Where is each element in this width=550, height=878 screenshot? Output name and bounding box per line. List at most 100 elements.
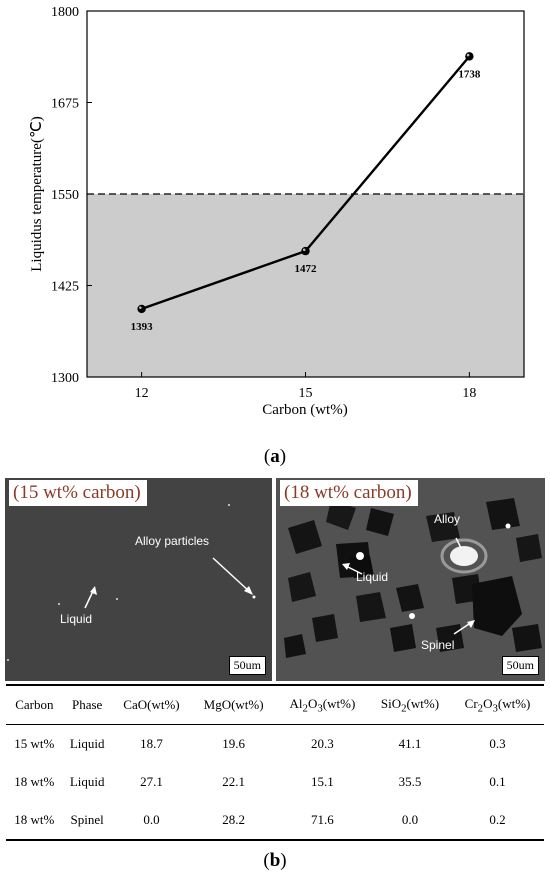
table-cell: 0.2	[489, 812, 506, 827]
label-liquid-left: Liquid	[60, 612, 93, 626]
spinel-crystal	[326, 500, 356, 530]
spinel-crystal	[396, 584, 424, 612]
spinel-crystal	[350, 556, 374, 578]
liquid-arrowhead	[342, 563, 350, 570]
alloy-particle	[116, 598, 118, 600]
table-cell: 0.0	[143, 812, 160, 827]
micrograph-18wt-marks	[284, 498, 542, 658]
header-sio2-base: SiO	[380, 695, 402, 711]
spinel-crystal	[486, 498, 520, 530]
table-cell: 22.1	[222, 774, 245, 789]
header-cao: CaO(wt%)	[123, 697, 180, 712]
table-cell: 18 wt%	[14, 812, 55, 827]
alloy-arrow	[455, 537, 462, 549]
spinel-crystal	[472, 576, 522, 636]
micrograph-15wt: (15 wt% carbon) Alloy particles Liquid 5…	[5, 478, 272, 681]
data-label: 1738	[458, 68, 481, 80]
spinel-crystal	[356, 592, 386, 622]
spinel-crystal	[284, 634, 306, 658]
data-point-highlight	[139, 306, 142, 309]
caption-b-letter: b	[269, 850, 281, 871]
caption-a-letter: a	[270, 446, 280, 467]
y-axis-label: Liquidus temperature(℃)	[29, 116, 45, 272]
header-cr2o3: Cr2O3(wt%)	[464, 695, 531, 715]
table-cell: 71.6	[311, 812, 334, 827]
composition-table: Carbon Phase CaO(wt%) MgO(wt%) Al2O3(wt%…	[6, 684, 544, 841]
x-tick-label: 15	[299, 386, 313, 401]
spinel-crystal	[426, 512, 460, 542]
label-alloy: Alloy	[434, 512, 461, 526]
table-cell: 18.7	[140, 736, 163, 751]
spinel-crystal	[312, 614, 338, 642]
alloy-particle	[356, 552, 364, 560]
data-label: 1393	[131, 321, 154, 333]
table-cell: 27.1	[140, 774, 163, 789]
table-cell: Liquid	[69, 774, 105, 789]
header-mgo: MgO(wt%)	[203, 697, 264, 712]
alloy-arrowhead	[244, 586, 253, 595]
y-tick-label: 1300	[51, 371, 79, 386]
table-header-row: Carbon Phase CaO(wt%) MgO(wt%) Al2O3(wt%…	[6, 685, 544, 725]
alloy-particle	[58, 603, 60, 605]
alloy-particle	[7, 659, 9, 661]
caption-a: (a)	[263, 446, 287, 467]
table-cell: 35.5	[398, 774, 422, 789]
panel-title-18wt: (18 wt% carbon)	[280, 480, 418, 506]
table-cell: 18 wt%	[14, 774, 55, 789]
spinel-crystal	[516, 534, 542, 562]
header-cr2o3-base: Cr	[464, 695, 478, 711]
data-point-highlight	[302, 248, 306, 252]
table-cell: 15.1	[311, 774, 334, 789]
table-row: 18 wt% Spinel 0.0 28.2 71.6 0.0 0.2	[6, 801, 544, 840]
y-tick-label: 1425	[51, 280, 79, 295]
y-tick-label: 1550	[51, 188, 79, 203]
table-row: 18 wt% Liquid 27.1 22.1 15.1 35.5 0.1	[6, 763, 544, 801]
panel-title-15wt: (15 wt% carbon)	[9, 480, 147, 506]
spinel-crystal	[366, 508, 394, 536]
table-cell: 19.6	[222, 736, 245, 751]
table-cell: 0.0	[401, 812, 419, 827]
data-label: 1472	[295, 263, 318, 275]
micrograph-18wt: (18 wt% carbon) Alloy Liquid Spinel 50um	[276, 478, 545, 681]
table-cell: 41.1	[398, 736, 422, 751]
spinel-crystal	[288, 520, 322, 554]
scale-bar-right: 50um	[501, 656, 539, 675]
shaded-region	[87, 194, 524, 377]
data-point	[137, 304, 146, 314]
label-alloy-particles: Alloy particles	[135, 534, 210, 548]
x-tick-label: 12	[135, 386, 149, 401]
table-cell: 28.2	[222, 812, 245, 827]
alloy-arrow	[212, 557, 252, 594]
spinel-crystal	[390, 624, 416, 652]
micrograph-15wt-marks	[7, 504, 256, 661]
alloy-particle	[409, 613, 415, 619]
header-al2o3: Al2O3(wt%)	[289, 695, 356, 715]
y-tick-label: 1675	[51, 97, 79, 112]
header-phase: Phase	[71, 697, 103, 712]
table-cell: 15 wt%	[14, 736, 55, 751]
y-tick-label: 1800	[51, 5, 79, 20]
spinel-crystal	[512, 624, 542, 652]
table-row: 15 wt% Liquid 18.7 19.6 20.3 41.1 0.3	[6, 725, 544, 764]
data-point	[301, 246, 310, 256]
spinel-arrowhead	[467, 620, 475, 628]
table-cell: Spinel	[70, 812, 104, 827]
alloy-halo	[440, 538, 488, 574]
caption-b: (b)	[263, 850, 287, 871]
alloy-particle	[252, 595, 256, 599]
header-sio2: SiO2(wt%)	[380, 695, 440, 715]
alloy-particle	[228, 504, 230, 506]
alloy-droplet	[450, 546, 478, 566]
spinel-crystal	[436, 624, 464, 652]
label-liquid-right: Liquid	[356, 570, 389, 584]
table-cell: 0.1	[489, 774, 506, 789]
header-al2o3-base: Al	[289, 695, 303, 711]
alloy-particle	[505, 523, 511, 529]
scale-bar-left: 50um	[228, 656, 266, 675]
data-point	[465, 52, 474, 61]
label-spinel: Spinel	[421, 638, 455, 652]
liquid-arrowhead	[90, 586, 97, 595]
table-cell: 0.3	[489, 736, 506, 751]
header-carbon: Carbon	[15, 697, 54, 712]
x-tick-label: 18	[462, 386, 476, 401]
